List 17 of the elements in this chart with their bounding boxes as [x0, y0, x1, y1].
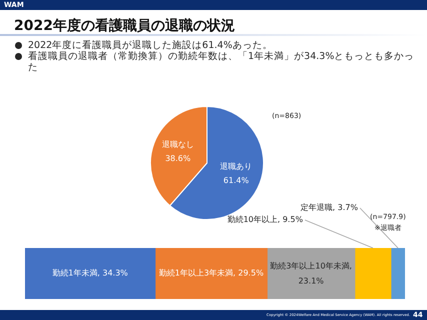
slice-label: 退職なし	[162, 140, 194, 150]
bar	[390, 248, 405, 299]
slice-label: 退職あり	[220, 162, 252, 171]
data-label: 勤続10年以上, 9.5%	[227, 215, 304, 224]
data-label: 勤続1年未満, 34.3%	[52, 268, 128, 278]
data-label: 定年退職, 3.7%	[300, 203, 358, 212]
bar	[154, 248, 268, 299]
data-label: 38.6%	[165, 154, 191, 164]
bar	[354, 248, 392, 299]
chart-title: 2022年度の看護職員の退職の状況	[14, 17, 235, 35]
data-label: 61.4%	[223, 176, 250, 185]
bar	[25, 248, 156, 299]
bar	[266, 248, 356, 299]
data-label: 勤続1年以上3年未満, 29.5%	[158, 268, 264, 278]
data-label: 勤続3年以上10年未満, 23.1%	[270, 262, 352, 286]
text: 2022年度に看護職員が退職した施設は61.4%あった。	[28, 40, 272, 51]
text: 看護職員の退職者（常勤換算）の勤続年数は、「1年未満」が34.3%ともっとも多かった	[28, 51, 416, 73]
